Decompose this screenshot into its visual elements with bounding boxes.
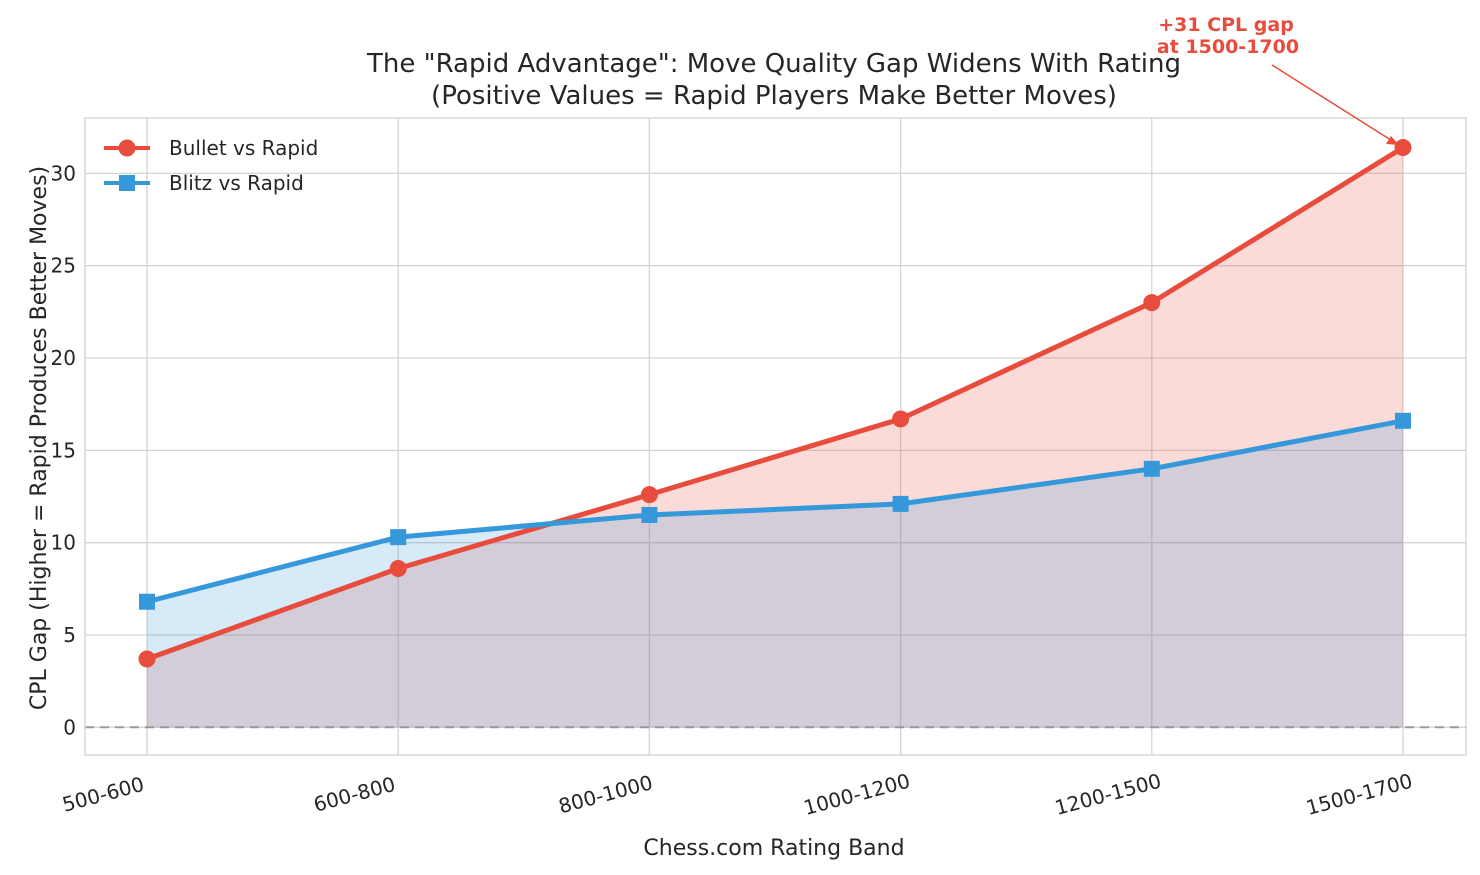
legend: Bullet vs Rapid Blitz vs Rapid xyxy=(104,136,318,195)
annotation-arrow-head xyxy=(1386,136,1399,145)
y-tick-label: 20 xyxy=(51,346,76,370)
y-tick-labels: 0 5 10 15 20 25 30 xyxy=(51,161,76,739)
series-line xyxy=(144,145,1406,662)
x-tick-label: 800-1000 xyxy=(556,770,655,818)
data-point-square xyxy=(1395,412,1411,429)
data-point-circle xyxy=(389,560,407,578)
plot-background xyxy=(85,118,1466,755)
data-point-circle xyxy=(138,650,156,668)
series-area-fill xyxy=(147,147,1403,728)
y-tick-label: 25 xyxy=(51,254,76,278)
y-tick-label: 10 xyxy=(51,531,76,555)
series-area-fill xyxy=(147,420,1403,728)
x-tick-label: 1500-1700 xyxy=(1303,769,1415,820)
series-lines xyxy=(144,145,1406,662)
chart-subtitle: (Positive Values = Rapid Players Make Be… xyxy=(431,81,1117,111)
y-tick-label: 0 xyxy=(63,715,76,739)
data-point-circle xyxy=(1143,294,1161,312)
y-tick-label: 5 xyxy=(63,623,76,647)
y-tick-label: 30 xyxy=(51,161,76,185)
plot-frame xyxy=(84,117,1467,756)
annotation-line-2: at 1500-1700 xyxy=(1157,36,1299,58)
legend-bullet-label: Bullet vs Rapid xyxy=(169,136,318,160)
x-tick-label: 1000-1200 xyxy=(801,769,913,820)
grid xyxy=(85,118,1466,755)
series-markers xyxy=(138,139,1412,668)
data-point-square xyxy=(390,529,407,546)
x-tick-label: 600-800 xyxy=(311,772,398,817)
data-point-circle xyxy=(640,486,658,504)
data-point-square xyxy=(1143,460,1160,477)
data-point-square xyxy=(641,506,658,523)
y-tick-label: 15 xyxy=(51,438,76,462)
annotation-arrow-line xyxy=(1271,64,1395,143)
y-axis-label: CPL Gap (Higher = Rapid Produces Better … xyxy=(27,166,52,710)
chart-title: The "Rapid Advantage": Move Quality Gap … xyxy=(366,49,1181,79)
legend-blitz-label: Blitz vs Rapid xyxy=(169,171,304,195)
x-tick-label: 1200-1500 xyxy=(1052,769,1164,820)
x-axis-label: Chess.com Rating Band xyxy=(643,836,904,861)
x-tick-labels: 500-600 600-800 800-1000 1000-1200 1200-1500… xyxy=(60,769,1415,820)
peak-annotation: +31 CPL gap at 1500-1700 xyxy=(1157,14,1399,145)
x-tick-label: 500-600 xyxy=(60,772,147,817)
series-line xyxy=(144,418,1406,605)
data-point-circle xyxy=(892,410,910,428)
area-fills xyxy=(147,147,1403,728)
annotation-line-1: +31 CPL gap xyxy=(1158,14,1294,36)
data-point-square xyxy=(139,593,155,610)
legend-bullet-marker xyxy=(118,139,136,157)
data-point-circle xyxy=(1394,139,1412,157)
legend-blitz-marker xyxy=(119,175,135,191)
data-point-square xyxy=(892,495,909,512)
